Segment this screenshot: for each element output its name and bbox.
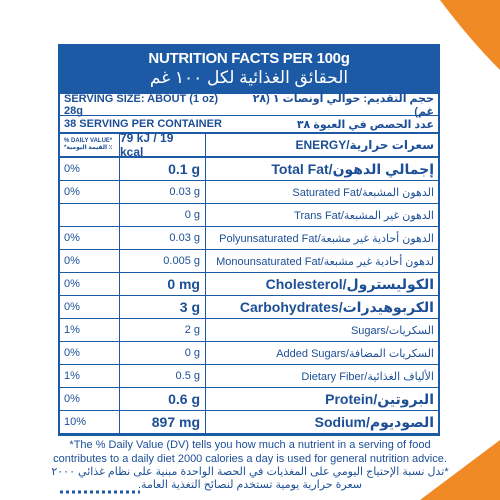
amount: 0.03 g: [120, 181, 206, 203]
nutrient-name: Polyunsaturated Fat/الدهون أحادية غير مش…: [219, 232, 434, 245]
nutrient-row: 1% 0.5 g Dietary Fiber/الألياف الغذائية: [60, 365, 438, 388]
nutrient-name: Added Sugars/السكريات المضافة: [276, 347, 434, 360]
nutrient-row: 0% 0.6 g Protein/البروتين: [60, 388, 438, 411]
dv-header: % DAILY VALUE* ٪ القيمة اليومية*: [60, 134, 120, 156]
footnote-line-ar: *تدل نسبة الإحتياج اليومي على المغذيات ف…: [51, 466, 449, 478]
footnote: *The % Daily Value (DV) tells you how mu…: [40, 438, 460, 492]
energy-label: ENERGY/سعرات حرارية: [295, 138, 434, 152]
footnote-en: *The % Daily Value (DV) tells you how mu…: [40, 438, 460, 466]
servings-row: 38 SERVING PER CONTAINER عدد الحصص في ال…: [60, 116, 438, 134]
nutrient-name: Trans Fat/الدهون غير المشبعة: [294, 209, 434, 222]
energy-value: 79 kJ / 19 kcal: [120, 131, 206, 159]
nutrient-name: Protein/البروتين: [325, 390, 434, 407]
daily-value: 10%: [60, 411, 120, 433]
title-ar: الحقائق الغذائية لكل ١٠٠ غم: [149, 68, 349, 87]
title: NUTRITION FACTS PER 100g: [148, 50, 350, 67]
daily-value: 0%: [60, 342, 120, 364]
amount: 0.03 g: [120, 227, 206, 249]
nutrient-row: 0% 0.03 g Saturated Fat/الدهون المشبعة: [60, 181, 438, 204]
nutrient-rows: 0% 0.1 g Total Fat/إجمالي الدهون 0% 0.03 g Sa…: [60, 158, 438, 434]
dv-label-ar: ٪ القيمة اليومية*: [64, 145, 113, 151]
energy-row: % DAILY VALUE* ٪ القيمة اليومية* 79 kJ /…: [60, 131, 438, 159]
nutrient-row: 0% 0.005 g Monounsaturated Fat/لدهون أحادي…: [60, 250, 438, 273]
daily-value: 0%: [60, 158, 120, 180]
servings: 38 SERVING PER CONTAINER: [64, 118, 222, 130]
serving-size: SERVING SIZE: ABOUT (1 oz) 28g: [64, 92, 219, 117]
amount: 0 g: [120, 342, 206, 364]
nutrient-row: 0% 0.1 g Total Fat/إجمالي الدهون: [60, 158, 438, 181]
nutrient-name: Total Fat/إجمالي الدهون: [271, 160, 434, 177]
nutrient-name: Dietary Fiber/الألياف الغذائية: [301, 370, 434, 383]
footnote-ar: *تدل نسبة الإحتياج اليومي على المغذيات ف…: [40, 466, 460, 492]
nutrient-name: Sodium/الصوديوم: [314, 413, 434, 430]
nutrient-row: 0% 0.03 g Polyunsaturated Fat/الدهون أحادي…: [60, 227, 438, 250]
daily-value: 1%: [60, 365, 120, 387]
footnote-line-ar: سعرة حرارية يومية تستخدم لنصائح التغذية …: [137, 479, 363, 491]
nutrient-name: Carbohydrates/الكربوهيدرات: [239, 298, 434, 315]
header: NUTRITION FACTS PER 100g الحقائق الغذائي…: [60, 46, 438, 94]
serving-size-row: SERVING SIZE: ABOUT (1 oz) 28g حجم التقد…: [60, 92, 438, 118]
corner-shape: [420, 440, 500, 500]
amount: 0 mg: [120, 273, 206, 295]
daily-value: 0%: [60, 181, 120, 203]
amount: 897 mg: [120, 411, 206, 433]
footnote-line: *The % Daily Value (DV) tells you how mu…: [69, 439, 431, 451]
nutrient-row: 0% 0 mg Cholesterol/الكوليسترول: [60, 273, 438, 296]
servings-ar: عدد الحصص في العبوة ٣٨: [296, 118, 434, 131]
daily-value: 0%: [60, 227, 120, 249]
nutrient-row: 0% 0 g Added Sugars/السكريات المضافة: [60, 342, 438, 365]
daily-value: 0%: [60, 296, 120, 318]
nutrient-row: 10% 897 mg Sodium/الصوديوم: [60, 411, 438, 434]
nutrient-row: 1% 2 g Sugars/السكريات: [60, 319, 438, 342]
nutrient-name: Cholesterol/الكوليسترول: [265, 275, 434, 292]
daily-value: [60, 204, 120, 226]
nutrient-row: 0% 3 g Carbohydrates/الكربوهيدرات: [60, 296, 438, 319]
nutrient-name: Sugars/السكريات: [350, 324, 434, 337]
daily-value: 0%: [60, 273, 120, 295]
daily-value: 0%: [60, 388, 120, 410]
nutrient-row: 0 g Trans Fat/الدهون غير المشبعة: [60, 204, 438, 227]
amount: 0 g: [120, 204, 206, 226]
amount: 3 g: [120, 296, 206, 318]
dv-label: % DAILY VALUE*: [64, 138, 113, 144]
corner-shape: [440, 0, 500, 70]
amount: 0.5 g: [120, 365, 206, 387]
amount: 2 g: [120, 319, 206, 341]
daily-value: 0%: [60, 250, 120, 272]
amount: 0.1 g: [120, 158, 206, 180]
nutrient-name: Monounsaturated Fat/لدهون أحادية غير مشب…: [216, 255, 434, 268]
amount: 0.005 g: [120, 250, 206, 272]
nutrition-label: NUTRITION FACTS PER 100g الحقائق الغذائي…: [58, 44, 440, 436]
nutrient-name: Saturated Fat/الدهون المشبعة: [292, 186, 434, 199]
amount: 0.6 g: [120, 388, 206, 410]
serving-size-ar: حجم التقديم: حوالي أونصات ١ (٢٨ غم): [252, 92, 434, 118]
daily-value: 1%: [60, 319, 120, 341]
footnote-line: contributes to a daily diet 2000 calorie…: [53, 453, 447, 465]
